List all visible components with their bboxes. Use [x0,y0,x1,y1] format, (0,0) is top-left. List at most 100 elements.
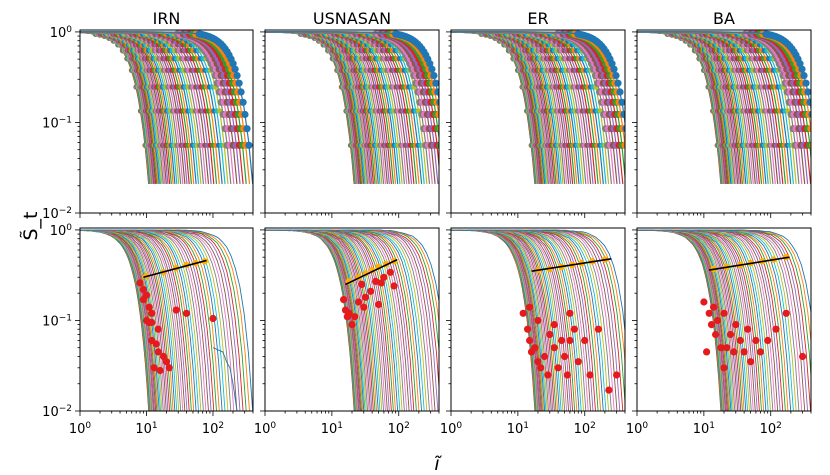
end-point [594,325,603,333]
end-point [712,330,720,339]
end-point [345,309,353,317]
series-marker [802,79,810,87]
end-point [554,364,562,372]
ticks [446,229,626,416]
series-marker [435,110,439,119]
end-point [377,279,385,287]
ticks [75,31,254,218]
end-point [736,336,744,345]
x-axis-label: ĩ [434,453,442,475]
x-tick-label: 100 [69,421,92,437]
end-point [540,352,549,361]
series-marker [233,72,241,80]
end-point [348,321,356,329]
end-point [165,364,173,372]
x-tick-label: 101 [135,421,157,437]
end-point [613,371,621,379]
panel-er-bottom: 100 101 102 [440,227,626,437]
x-tick-label: 101 [693,421,715,437]
end-point [154,325,162,333]
end-point [386,268,394,276]
series-marker [439,142,446,149]
series-line [80,229,253,411]
x-tick-label: 101 [321,421,343,437]
end-point [182,309,191,317]
end-point [362,293,370,301]
end-point [581,336,589,345]
end-point [707,321,716,329]
plot-area [637,30,811,184]
end-point [534,316,542,325]
series-tail [212,347,238,411]
fit-line [709,256,790,271]
series-marker [245,141,253,149]
end-point [550,321,558,329]
series-line [265,229,361,411]
series-marker [809,142,811,149]
ticks [75,229,254,416]
series-line [265,229,355,411]
end-point [772,325,780,333]
end-point [162,358,171,366]
series-line [451,229,562,411]
series-marker [610,65,618,73]
x-tick-label: 100 [440,421,463,437]
series-marker [804,88,811,96]
series-marker [432,79,439,87]
ticks [260,229,440,416]
end-point [700,298,708,306]
end-point [730,348,738,356]
end-point [367,287,375,295]
end-point [752,336,760,345]
series-marker [798,65,806,73]
series-marker [436,98,439,106]
series-marker [442,142,449,149]
end-point [537,364,545,372]
end-point [563,371,572,379]
series-markers [762,30,811,131]
y-tick-label: 10−2 [42,206,72,222]
end-point [172,306,180,314]
panel-ba-top [632,29,812,218]
series-marker [622,125,625,133]
series-marker [800,72,808,80]
ticks [446,31,626,218]
end-point [558,336,566,345]
end-point [526,336,534,345]
plot-area [265,229,439,411]
series-marker [426,60,434,68]
end-point [154,348,162,356]
end-point [340,296,348,304]
panel-title-er: ER [527,9,548,28]
end-point [732,321,740,329]
series-marker [618,98,625,106]
end-point [740,348,748,356]
end-point [570,325,579,333]
end-point [605,386,613,394]
plot-area [451,30,625,184]
end-point [390,282,398,290]
end-point [534,358,542,366]
fit-line [143,259,207,279]
fit-line [531,257,612,272]
series-marker [231,65,239,73]
panel-title-ba: BA [713,9,735,28]
end-point [561,352,569,361]
end-point [524,325,532,333]
end-point [546,330,554,339]
end-point [782,309,790,317]
end-point [358,280,366,288]
end-point [372,277,380,285]
panel-usnasan-bottom: 100 101 102 [254,227,440,437]
series-marker [621,141,625,149]
series-line [637,229,811,318]
end-point [159,352,168,361]
series-marker [808,111,811,118]
series-line [637,229,742,411]
end-point [713,316,722,325]
end-point [764,336,772,345]
end-point [526,303,534,311]
end-point [139,296,147,304]
ticks [632,229,812,416]
